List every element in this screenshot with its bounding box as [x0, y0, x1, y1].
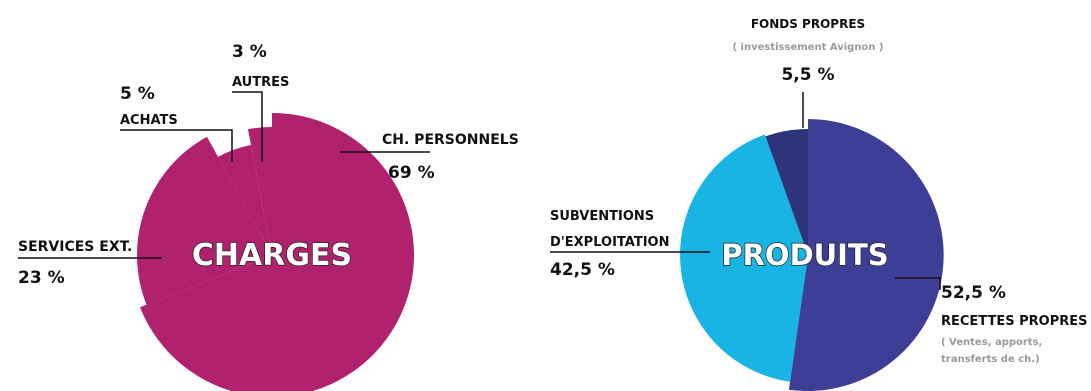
- label-subventions-value: 42,5 %: [550, 260, 615, 280]
- leader-achats: [120, 129, 233, 162]
- charges-slice-autres: [248, 127, 272, 255]
- label-autres-name: AUTRES: [232, 75, 289, 90]
- label-fonds-value: 5,5 %: [781, 65, 834, 85]
- label-achats-name: ACHATS: [120, 113, 178, 128]
- charges-center-title: CHARGES: [192, 238, 352, 273]
- label-autres-value: 3 %: [232, 42, 267, 62]
- label-personnels-name: CH. PERSONNELS: [382, 132, 519, 148]
- label-fonds-note: ( investissement Avignon ): [733, 42, 884, 53]
- label-recettes-name: RECETTES PROPRES: [941, 314, 1088, 329]
- leader-recettes: [895, 277, 941, 290]
- label-fonds-name: FONDS PROPRES: [751, 17, 865, 31]
- label-subventions-name: SUBVENTIONS: [550, 209, 654, 224]
- label-recettes-note: ( Ventes, apports,: [941, 337, 1042, 348]
- label-subventions-name2: D'EXPLOITATION: [550, 235, 669, 250]
- produits-slice-fonds: [765, 129, 808, 255]
- label-personnels-value: 69 %: [388, 163, 435, 183]
- charges-slice-services: [137, 136, 272, 305]
- label-achats-value: 5 %: [120, 84, 155, 104]
- label-services-name: SERVICES EXT.: [18, 239, 132, 255]
- produits-pie: PRODUITS 52,5 % RECETTES PROPRES ( Vente…: [550, 17, 1088, 391]
- label-recettes-value: 52,5 %: [941, 283, 1006, 303]
- charges-slice-achats: [218, 145, 272, 255]
- charges-pie: CHARGES CH. PERSONNELS 69 % SERVICES EXT…: [18, 42, 519, 391]
- produits-slice-recettes: [788, 119, 944, 391]
- produits-center-title: PRODUITS: [721, 238, 888, 272]
- label-services-value: 23 %: [18, 268, 65, 288]
- leader-autres: [232, 91, 263, 162]
- label-recettes-note2: transferts de ch.): [941, 354, 1040, 365]
- produits-slice-subventions: [680, 134, 808, 382]
- charges-slice-personnels: [140, 113, 414, 391]
